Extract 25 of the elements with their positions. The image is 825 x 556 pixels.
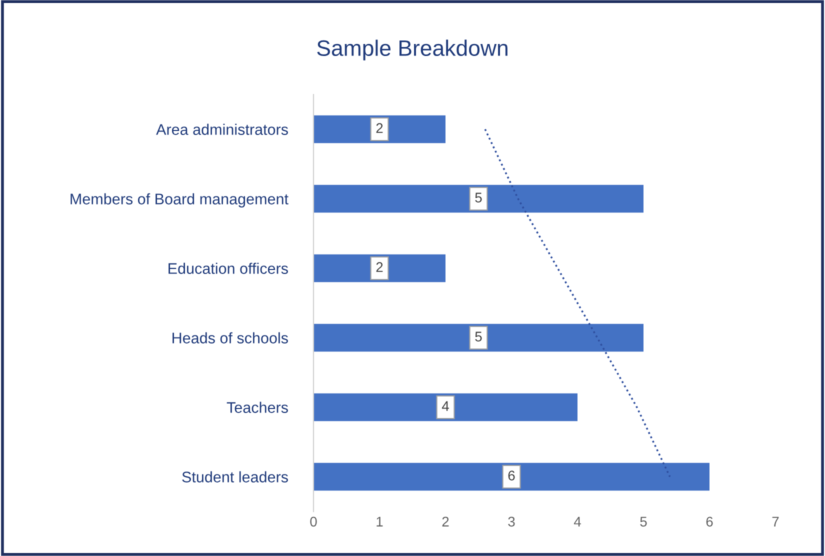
y-tick-label: Student leaders: [182, 471, 288, 482]
bar: [314, 324, 644, 352]
x-tick-label: 7: [772, 516, 779, 526]
data-label: 5: [475, 332, 482, 342]
chart-title: Sample Breakdown: [317, 40, 508, 60]
y-tick-label: Members of Board management: [70, 193, 288, 208]
data-label: 2: [376, 262, 383, 272]
y-tick-label: Area administrators: [156, 124, 288, 135]
x-tick-label: 5: [640, 516, 647, 527]
x-tick-label: 3: [508, 516, 515, 527]
x-tick-label: 4: [574, 516, 581, 526]
data-label: 6: [508, 470, 515, 480]
y-tick-label: Education officers: [168, 262, 288, 274]
data-label: 4: [442, 401, 449, 411]
x-tick-label: 1: [376, 516, 383, 526]
bar: [314, 393, 578, 422]
data-label: 5: [475, 192, 482, 202]
bar: [314, 184, 644, 213]
bar: [314, 462, 710, 491]
x-tick-label: 2: [442, 516, 449, 526]
data-label: 2: [376, 123, 383, 133]
x-tick-label: 6: [706, 516, 713, 527]
y-tick-label: Teachers: [226, 402, 288, 413]
y-tick-label: Heads of schools: [172, 332, 288, 344]
x-tick-label: 0: [310, 516, 317, 527]
